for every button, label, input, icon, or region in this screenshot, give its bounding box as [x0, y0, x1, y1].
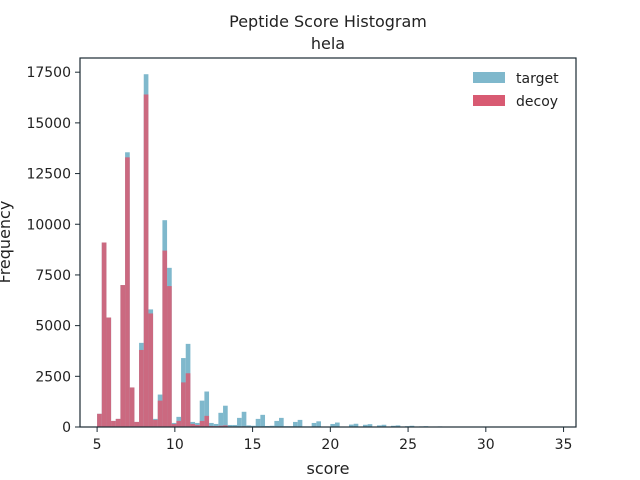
- y-tick-label: 10000: [26, 217, 71, 233]
- target-bar: [251, 425, 256, 427]
- target-bar: [330, 423, 335, 427]
- target-bars: [97, 74, 494, 427]
- target-bar: [204, 391, 210, 427]
- decoy-bar: [185, 373, 191, 427]
- target-bar: [390, 425, 396, 427]
- target-bar: [409, 425, 415, 427]
- decoy-bar: [223, 425, 228, 427]
- target-bar: [293, 421, 298, 427]
- decoy-bar: [204, 415, 210, 427]
- target-bar: [274, 420, 280, 427]
- decoy-bar: [139, 349, 144, 427]
- x-tick-label: 30: [477, 437, 495, 453]
- legend-swatch-decoy: [473, 95, 505, 106]
- target-bar: [223, 405, 228, 427]
- decoy-bar: [162, 250, 168, 427]
- target-bar: [209, 422, 214, 427]
- target-bar: [227, 424, 233, 427]
- y-axis-label: Frequency: [0, 201, 14, 284]
- x-tick-label: 20: [321, 437, 339, 453]
- target-bar: [241, 411, 247, 427]
- legend: target decoy: [473, 71, 559, 110]
- plot-area: [97, 74, 494, 428]
- target-bar: [297, 419, 303, 427]
- target-bar: [311, 422, 317, 427]
- target-bar: [218, 412, 224, 427]
- target-bar: [335, 422, 340, 427]
- target-bar: [362, 424, 368, 427]
- decoy-bar: [101, 242, 107, 427]
- decoy-bar: [157, 400, 163, 427]
- target-bar: [367, 424, 373, 427]
- decoy-bar: [129, 387, 135, 427]
- target-bar: [199, 400, 205, 427]
- x-tick-label: 10: [166, 437, 184, 453]
- y-axis-ticks: 0 2500 5000 7500 10000 12500 15000 17500: [26, 65, 80, 436]
- chart-title: Peptide Score Histogram: [229, 12, 427, 31]
- y-tick-label: 0: [62, 420, 71, 436]
- decoy-bar: [176, 420, 182, 427]
- decoy-bar: [218, 425, 224, 427]
- x-tick-label: 35: [555, 437, 573, 453]
- axes-frame: [79, 57, 577, 428]
- decoy-bar: [190, 423, 196, 427]
- decoy-bar: [148, 313, 154, 427]
- target-bar: [353, 423, 359, 427]
- decoy-bar: [134, 421, 140, 427]
- target-bar: [237, 417, 242, 427]
- y-tick-label: 7500: [35, 268, 71, 284]
- target-bar: [246, 425, 252, 427]
- target-bar: [316, 421, 321, 427]
- target-bar: [395, 425, 401, 427]
- decoy-bar: [199, 420, 205, 427]
- x-tick-label: 15: [244, 437, 262, 453]
- target-bar: [376, 425, 382, 427]
- decoy-bar: [181, 382, 186, 427]
- target-bar: [260, 414, 266, 427]
- x-tick-label: 25: [399, 437, 417, 453]
- decoy-bars: [97, 94, 247, 428]
- x-axis-ticks: 5 10 15 20 25 30 35: [93, 427, 573, 453]
- x-axis-label: score: [307, 459, 350, 478]
- target-bar: [269, 425, 275, 427]
- decoy-bar: [115, 418, 121, 427]
- decoy-bar: [120, 285, 126, 427]
- target-bar: [255, 418, 261, 427]
- y-tick-label: 2500: [35, 369, 71, 385]
- y-tick-label: 12500: [26, 167, 71, 183]
- legend-label-target: target: [516, 71, 559, 87]
- decoy-bar: [143, 94, 149, 428]
- target-bar: [232, 424, 238, 427]
- y-tick-label: 17500: [26, 65, 71, 81]
- target-bar: [213, 423, 219, 427]
- decoy-bar: [97, 413, 102, 427]
- legend-label-decoy: decoy: [516, 94, 558, 110]
- legend-swatch-target: [473, 72, 505, 83]
- decoy-bar: [171, 423, 177, 427]
- y-tick-label: 5000: [35, 319, 71, 335]
- y-tick-label: 15000: [26, 116, 71, 132]
- target-bar: [279, 417, 284, 427]
- decoy-bar: [153, 419, 158, 427]
- target-bar: [381, 424, 387, 427]
- decoy-bar: [195, 424, 200, 427]
- decoy-bar: [106, 317, 112, 427]
- decoy-bar: [111, 420, 116, 427]
- target-bar: [348, 424, 354, 427]
- chart-subtitle: hela: [311, 34, 345, 53]
- decoy-bar: [167, 286, 172, 427]
- x-tick-label: 5: [93, 437, 102, 453]
- decoy-bar: [125, 157, 130, 427]
